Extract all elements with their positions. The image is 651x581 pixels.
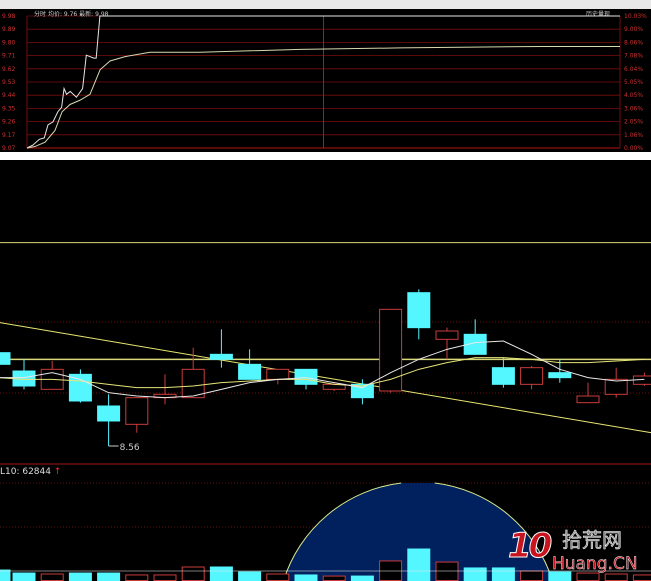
candle-body — [68, 373, 92, 402]
price-line — [26, 15, 620, 149]
volume-bar — [12, 572, 36, 581]
volume-bar — [181, 566, 205, 581]
volume-bar — [294, 574, 318, 581]
up-arrow-icon: ↑ — [53, 467, 62, 477]
watermark-en: Huang.CN — [552, 554, 638, 574]
volume-bar — [68, 572, 92, 581]
candle-body — [238, 363, 262, 380]
price-tick: 9.07 — [2, 145, 16, 152]
history-volume-button[interactable]: 历史量现 — [586, 11, 611, 18]
pct-tick: 5.05% — [624, 79, 643, 86]
kline-svg: 8.56 — [0, 242, 651, 581]
panel-divider — [0, 152, 651, 160]
price-tick: 9.35 — [2, 105, 16, 112]
candle-body — [209, 353, 233, 360]
volume-bar — [153, 574, 177, 581]
watermark-cn: 拾荒网 — [562, 528, 623, 552]
ma-yellow-line — [0, 357, 645, 389]
candle-body — [379, 308, 403, 392]
volume-bar — [0, 569, 11, 581]
price-tick: 9.62 — [2, 66, 16, 73]
volume-bar — [238, 571, 262, 581]
kline-panel: 8.56 — [0, 160, 651, 581]
avg-value: 9.76 — [63, 11, 78, 18]
pct-tick: 2.05% — [624, 119, 643, 126]
candle-body — [97, 405, 121, 422]
last-label: 最新: — [79, 11, 94, 18]
candle-body — [520, 367, 544, 385]
pct-tick: 0.00% — [624, 145, 643, 152]
volume-bar — [350, 575, 374, 581]
price-tick: 9.80 — [2, 39, 16, 46]
price-tick: 9.44 — [2, 92, 16, 99]
watermark-logo: 10 拾荒网 Huang.CN — [507, 526, 648, 577]
low-annotation: 8.56 — [120, 443, 140, 453]
price-tick: 9.71 — [2, 53, 16, 60]
pct-tick: 3.06% — [624, 105, 643, 112]
avg-line — [26, 45, 620, 149]
window-title-bar — [0, 0, 651, 9]
last-value: 9.98 — [95, 11, 109, 18]
candle-body — [0, 352, 11, 365]
price-tick: 9.98 — [2, 13, 16, 20]
candle-body — [181, 368, 205, 399]
price-tick: 9.89 — [2, 26, 16, 33]
volume-ma-label: L10: 62844 ↑ — [0, 467, 61, 477]
volume-bar — [463, 567, 487, 581]
pct-tick: 9.00% — [624, 26, 643, 33]
candle-body — [604, 378, 628, 395]
pct-tick: 4.05% — [624, 92, 643, 99]
price-tick: 9.26 — [2, 119, 16, 126]
candle-body — [294, 368, 318, 385]
candle-body — [435, 330, 459, 340]
highlight-circle-edge-right — [434, 482, 554, 581]
candle-body — [266, 368, 290, 380]
candle-body — [491, 367, 515, 385]
pct-tick: 1.06% — [624, 132, 643, 139]
watermark-number: 10 — [507, 526, 552, 566]
candle-body — [463, 333, 487, 355]
volume-bar — [407, 548, 431, 581]
candle-body — [576, 395, 600, 404]
ma-white-line — [0, 340, 645, 399]
pct-tick: 7.08% — [624, 53, 643, 60]
highlight-circle-edge-left — [282, 482, 402, 581]
intraday-chart-panel: 9.98 10.03% 9.89 9.00% 9.80 8.06% 9.71 7.08% 9.6… — [0, 9, 651, 152]
candle-body — [407, 292, 431, 329]
volume-bar — [266, 573, 290, 581]
volume-bar — [97, 572, 121, 581]
intraday-svg: 9.98 10.03% 9.89 9.00% 9.80 8.06% 9.71 7.08% 9.6… — [2, 13, 647, 152]
mode-label: 分时 — [34, 11, 47, 18]
volume-bar — [40, 573, 64, 581]
volume-bar — [322, 575, 346, 581]
price-tick: 9.53 — [2, 79, 16, 86]
avg-label: 均价: — [47, 11, 62, 18]
intraday-header: 分时 均价: 9.76 最新: 9.98 — [34, 9, 108, 18]
highlight-circle — [283, 483, 553, 581]
candle-body — [350, 383, 374, 399]
price-tick: 9.17 — [2, 132, 16, 139]
pct-tick: 6.04% — [624, 66, 643, 73]
trendline — [0, 322, 651, 434]
pct-tick: 8.06% — [624, 39, 643, 46]
volume-bar — [209, 566, 233, 581]
candle-body — [125, 397, 149, 425]
pct-tick: 10.03% — [624, 13, 647, 20]
volume-ma-text: L10: 62844 — [0, 467, 51, 477]
volume-bar — [125, 574, 149, 581]
candle-body — [548, 372, 572, 379]
